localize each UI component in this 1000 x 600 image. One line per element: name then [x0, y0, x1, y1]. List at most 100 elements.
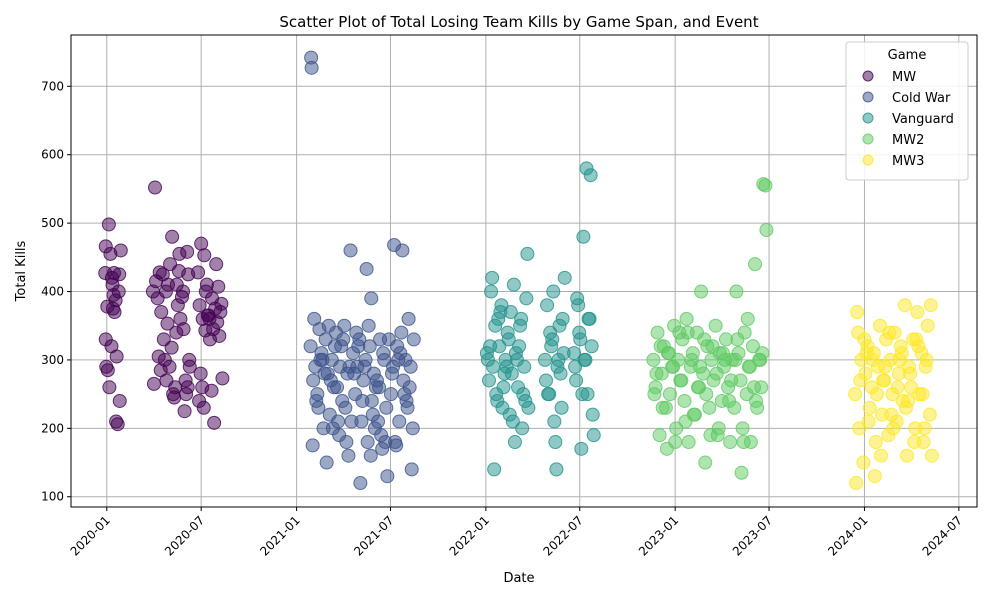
data-point: [749, 393, 764, 408]
y-tick-label: 200: [41, 421, 64, 435]
data-point: [729, 284, 744, 299]
series-cold-war: [303, 50, 421, 491]
data-point: [568, 359, 583, 374]
data-point: [182, 359, 197, 374]
data-point: [385, 366, 400, 381]
data-point: [193, 366, 208, 381]
data-point: [669, 421, 684, 436]
data-point: [585, 407, 600, 422]
data-point: [355, 393, 370, 408]
data-point: [202, 311, 217, 326]
data-point: [892, 352, 907, 367]
legend-label: Cold War: [892, 91, 951, 106]
data-point: [647, 387, 662, 402]
data-point: [569, 373, 584, 388]
data-point: [330, 380, 345, 395]
legend-marker: [862, 112, 874, 124]
data-point: [650, 325, 665, 340]
data-point: [399, 393, 414, 408]
data-point: [545, 332, 560, 347]
data-point: [99, 359, 114, 374]
data-point: [343, 243, 358, 258]
data-point: [848, 387, 863, 402]
data-point: [180, 244, 195, 259]
data-point: [319, 455, 334, 470]
data-point: [480, 352, 495, 367]
data-point: [306, 373, 321, 388]
data-point: [214, 296, 229, 311]
data-point: [740, 311, 755, 326]
data-point: [369, 373, 384, 388]
data-point: [165, 229, 180, 244]
legend-marker: [862, 154, 874, 166]
data-point: [922, 407, 937, 422]
data-point: [897, 298, 912, 313]
data-point: [146, 376, 161, 391]
data-point: [666, 359, 681, 374]
data-point: [649, 366, 664, 381]
data-point: [169, 325, 184, 340]
data-point: [379, 400, 394, 415]
data-point: [730, 332, 745, 347]
data-point: [207, 415, 222, 430]
y-tick-label: 300: [41, 353, 64, 367]
data-point: [334, 339, 349, 354]
data-point: [702, 400, 717, 415]
data-point: [899, 448, 914, 463]
data-point: [859, 346, 874, 361]
data-point: [698, 455, 713, 470]
data-point: [541, 387, 556, 402]
data-point: [584, 339, 599, 354]
data-point: [862, 400, 877, 415]
chart-title: Scatter Plot of Total Losing Team Kills …: [279, 13, 758, 31]
data-point: [484, 284, 499, 299]
data-point: [401, 311, 416, 326]
data-point: [646, 352, 661, 367]
data-point: [674, 373, 689, 388]
data-point: [380, 469, 395, 484]
data-point: [404, 462, 419, 477]
data-point: [652, 428, 667, 443]
data-point: [325, 421, 340, 436]
data-point: [909, 332, 924, 347]
y-tick-label: 700: [41, 79, 64, 93]
data-point: [903, 366, 918, 381]
data-point: [553, 366, 568, 381]
data-point: [363, 448, 378, 463]
data-point: [724, 373, 739, 388]
data-point: [694, 284, 709, 299]
data-point: [160, 316, 175, 331]
data-point: [392, 414, 407, 429]
y-tick-label: 500: [41, 216, 64, 230]
data-point: [109, 414, 124, 429]
data-point: [337, 318, 352, 333]
data-point: [191, 265, 206, 280]
data-point: [383, 387, 398, 402]
data-point: [686, 407, 701, 422]
data-point: [305, 438, 320, 453]
data-point: [507, 435, 522, 450]
data-point: [920, 318, 935, 333]
data-point: [699, 387, 714, 402]
data-point: [546, 284, 561, 299]
data-point: [681, 435, 696, 450]
data-point: [853, 373, 868, 388]
data-point: [876, 373, 891, 388]
data-point: [867, 469, 882, 484]
data-point: [910, 305, 925, 320]
y-tick-label: 100: [41, 490, 64, 504]
data-point: [489, 387, 504, 402]
data-point: [539, 373, 554, 388]
data-point: [540, 298, 555, 313]
data-point: [924, 448, 939, 463]
data-point: [917, 421, 932, 436]
data-point: [516, 387, 531, 402]
data-point: [554, 400, 569, 415]
data-point: [389, 438, 404, 453]
data-point: [722, 393, 737, 408]
data-point: [735, 421, 750, 436]
data-point: [850, 305, 865, 320]
data-point: [151, 349, 166, 364]
series-mw: [98, 180, 230, 432]
data-point: [154, 305, 169, 320]
